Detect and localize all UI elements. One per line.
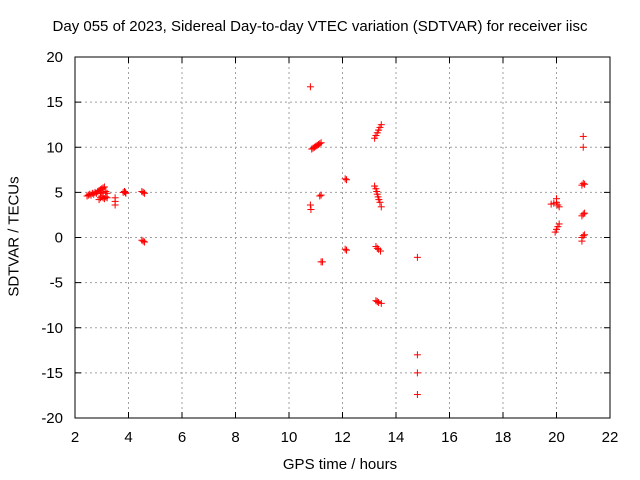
data-point: [579, 232, 587, 240]
data-point: [413, 253, 421, 261]
data-point: [373, 298, 381, 306]
data-point: [413, 369, 421, 377]
x-tick-label: 6: [178, 429, 186, 446]
x-tick-label: 18: [495, 429, 512, 446]
y-tick-label: -5: [50, 275, 63, 292]
data-point: [377, 121, 385, 129]
data-point: [555, 203, 563, 211]
data-point: [553, 195, 560, 203]
data-point: [111, 201, 119, 209]
data-point: [413, 391, 421, 399]
x-tick-label: 10: [281, 429, 298, 446]
y-tick-label: 5: [55, 184, 63, 201]
y-tick-label: 20: [46, 49, 63, 66]
x-tick-label: 8: [231, 429, 239, 446]
x-tick-label: 22: [602, 429, 619, 446]
data-point: [306, 83, 314, 91]
data-point: [581, 209, 589, 217]
data-point: [555, 220, 563, 228]
data-point: [120, 187, 128, 195]
data-point: [376, 198, 384, 206]
data-point: [317, 191, 325, 199]
data-point: [121, 188, 129, 196]
chart-title: Day 055 of 2023, Sidereal Day-to-day VTE…: [52, 18, 588, 35]
data-point: [316, 192, 324, 200]
data-point: [139, 237, 147, 245]
data-point: [141, 238, 149, 246]
data-point: [413, 351, 421, 359]
y-tick-label: 10: [46, 139, 63, 156]
data-point: [343, 246, 351, 254]
y-tick-label: -20: [41, 410, 63, 427]
x-axis-label: GPS time / hours: [282, 456, 398, 473]
data-point: [141, 189, 149, 197]
x-tick-label: 2: [71, 429, 79, 446]
x-tick-label: 4: [124, 429, 132, 446]
data-point: [341, 175, 349, 183]
data-point: [578, 237, 586, 245]
data-point: [579, 179, 587, 187]
data-point: [376, 247, 384, 255]
data-point: [318, 258, 326, 266]
data-point: [579, 132, 587, 140]
x-tick-label: 16: [441, 429, 458, 446]
y-tick-label: -10: [41, 320, 63, 337]
y-tick-label: -15: [41, 365, 63, 382]
data-point: [579, 143, 587, 151]
data-points: [83, 83, 589, 399]
data-point: [581, 231, 589, 239]
data-point: [317, 139, 325, 147]
data-point: [102, 187, 110, 195]
data-point: [307, 206, 315, 214]
data-point: [554, 201, 562, 209]
y-axis-label: SDTVAR / TECUs: [5, 176, 23, 297]
data-point: [581, 180, 589, 188]
x-tick-label: 20: [548, 429, 565, 446]
data-point: [377, 299, 385, 307]
axis-ticks: 2 4 6 8 10 12 14 16 18 20 22 -20 -15 -10 -5 0 5 10 15 20: [41, 49, 618, 446]
x-tick-label: 12: [334, 429, 351, 446]
data-point: [306, 201, 314, 209]
data-point: [122, 189, 130, 197]
data-point: [579, 210, 587, 218]
data-point: [95, 196, 103, 204]
grid-lines: [75, 57, 610, 418]
data-point: [343, 176, 351, 184]
data-point: [316, 140, 324, 148]
data-point: [100, 183, 108, 191]
data-point: [139, 188, 147, 196]
y-tick-label: 15: [46, 94, 63, 111]
y-tick-label: 0: [55, 230, 63, 247]
data-point: [341, 245, 349, 253]
x-tick-label: 14: [388, 429, 405, 446]
data-point: [103, 189, 111, 197]
data-point: [377, 203, 385, 211]
